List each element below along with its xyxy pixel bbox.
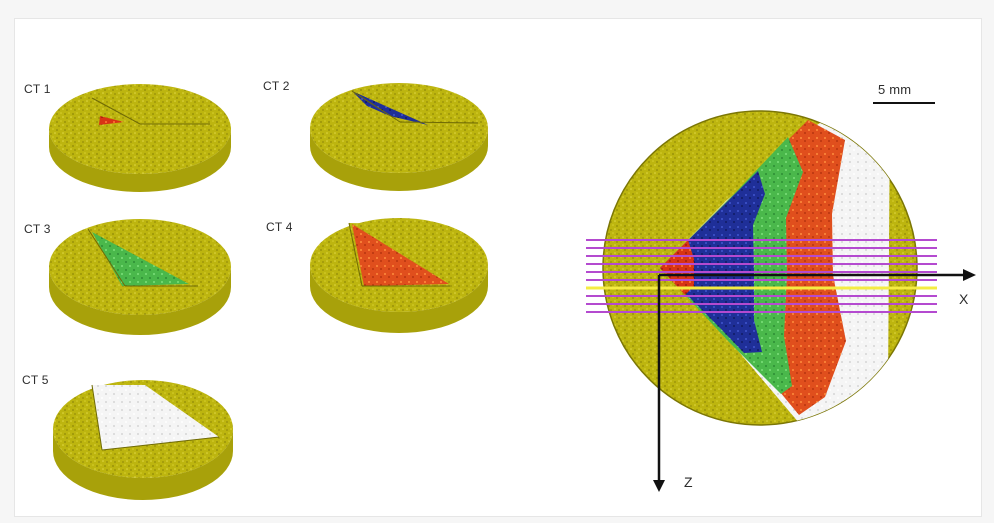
z-axis-label: Z <box>684 474 693 490</box>
ct3-sample <box>49 219 231 335</box>
ct4-label: CT 4 <box>266 220 293 234</box>
ct4-sample <box>310 218 488 333</box>
coordinate-axes <box>653 269 976 492</box>
ct1-label: CT 1 <box>24 82 51 96</box>
cross-section <box>586 110 937 426</box>
ct1-sample <box>49 84 231 192</box>
ct2-sample <box>310 83 488 191</box>
ct3-label: CT 3 <box>24 222 51 236</box>
scale-bar-label: 5 mm <box>878 82 912 97</box>
ct5-sample <box>53 380 233 500</box>
x-axis-label: X <box>959 291 969 307</box>
ct2-label: CT 2 <box>263 79 290 93</box>
ct5-label: CT 5 <box>22 373 49 387</box>
scan-lines <box>586 239 937 313</box>
